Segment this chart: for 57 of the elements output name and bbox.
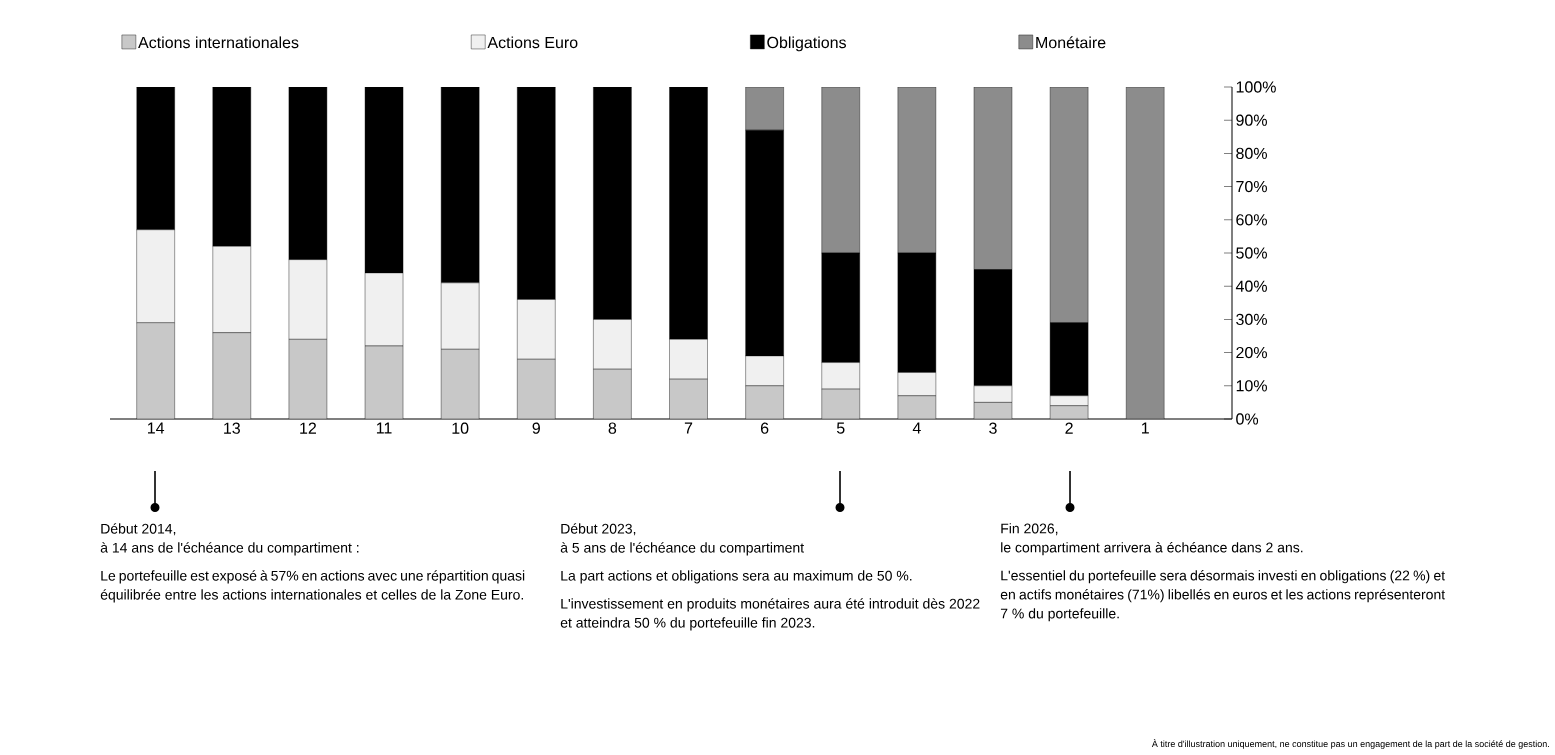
x-tick-label: 3 (989, 422, 997, 434)
x-tick-label: 1 (1142, 422, 1149, 434)
bar (821, 388, 860, 419)
bar (897, 86, 937, 254)
bar (973, 86, 1013, 270)
text: Fin 2026, (1001, 523, 1058, 536)
text: à 5 ans de l'échéance du compartiment (560, 542, 804, 556)
y-tick-label: 90% (1236, 114, 1267, 126)
y-tick-label: 60% (1236, 214, 1267, 226)
legend-label: Actions Euro (487, 36, 578, 49)
x-tick-label: 8 (608, 422, 617, 434)
y-tick-label: 10% (1236, 380, 1267, 392)
bar (593, 369, 632, 419)
x-tick-label: 5 (836, 422, 845, 434)
text: à 14 ans de l'échéance du compartiment : (100, 542, 359, 556)
y-tick-label: 40% (1235, 280, 1267, 292)
text: La part actions et obligations sera au maximum de 50 %. (561, 570, 912, 584)
x-tick-label: 14 (148, 422, 165, 434)
bar (212, 332, 251, 419)
bar (745, 86, 784, 131)
bar (897, 395, 937, 419)
bar (1126, 86, 1165, 419)
x-tick-label: 10 (452, 422, 469, 434)
x-tick-label: 6 (760, 422, 769, 434)
text: À titre d'illustration uniquement, ne constitue pas un engagement de la part de la société de gestion. (1151, 739, 1549, 749)
x-tick-label: 12 (300, 422, 316, 434)
text: Le portefeuille est exposé à 57% en actions avec une répartition quasi équilibrée entre les actions internationales et celles de la Zone Euro. (100, 570, 525, 603)
legend-label: Obligations (767, 36, 846, 52)
x-tick-label: 11 (376, 422, 392, 434)
bar (517, 359, 556, 419)
text: le compartiment arrivera à échéance dans 2 ans. (1001, 542, 1303, 556)
y-tick-label: 20% (1236, 346, 1267, 359)
bar (821, 86, 860, 254)
bar (440, 349, 480, 419)
legend-label: Actions internationales (138, 36, 299, 49)
text: Début 2023, (561, 523, 636, 536)
y-tick-label: 30% (1236, 313, 1267, 326)
bar (669, 378, 708, 419)
y-tick-label: 100% (1236, 81, 1276, 93)
legend-label: Monétaire (1036, 36, 1106, 49)
x-tick-label: 4 (912, 422, 921, 434)
text: Début 2014, (101, 523, 176, 536)
text: L'investissement en produits monétaires aura été introduit dès 2022 et atteindra 50 % du portefeuille fin 2023. (560, 598, 980, 631)
y-tick-label: 0% (1236, 413, 1259, 425)
x-tick-label: 7 (684, 422, 693, 434)
y-tick-label: 50% (1236, 247, 1267, 259)
y-tick-label: 80% (1236, 147, 1267, 160)
bar (745, 385, 784, 419)
bar (364, 345, 404, 419)
x-tick-label: 9 (532, 422, 540, 434)
x-tick-label: 13 (224, 422, 240, 434)
y-tick-label: 70% (1236, 180, 1267, 193)
bar (136, 322, 175, 419)
bar (288, 339, 328, 419)
x-tick-label: 2 (1065, 422, 1073, 434)
bar (1049, 86, 1089, 323)
text: L'essentiel du portefeuille sera désormais investi en obligations (22 %) et en actifs monétaires (71%) libellés en euros et les actions représenteront 7 % du portefeuille. (1000, 570, 1446, 622)
